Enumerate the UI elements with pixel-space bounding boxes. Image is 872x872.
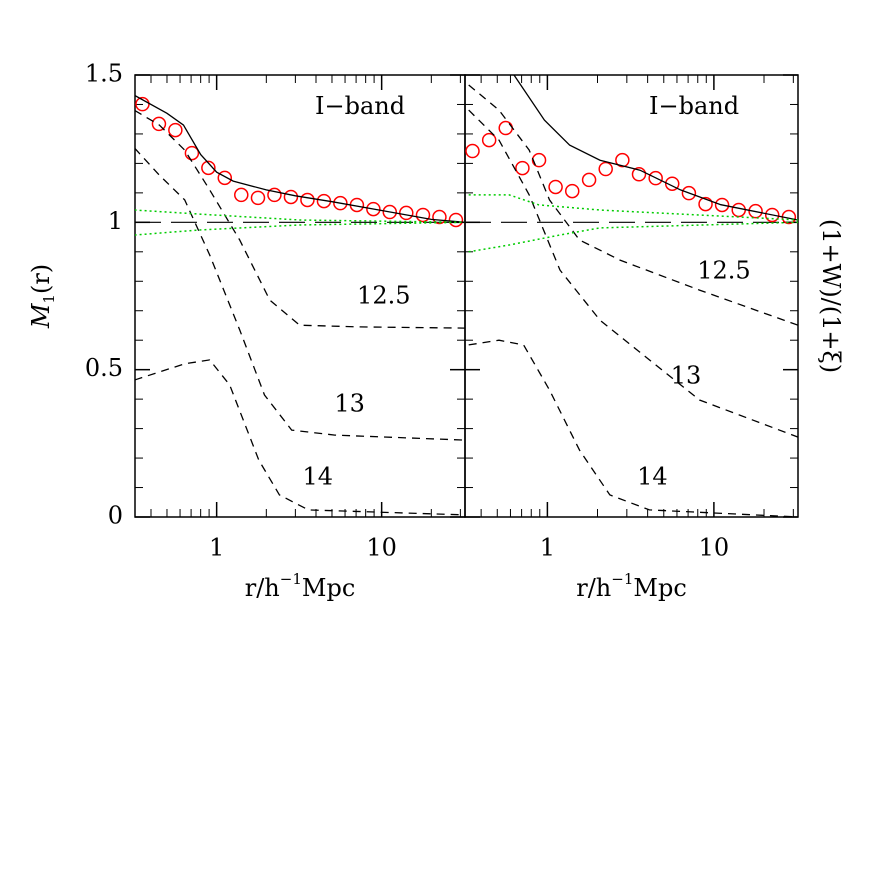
y-tick-label: 1 (108, 207, 123, 235)
x-axis-label-part: −1 (611, 570, 633, 588)
data-point (648, 170, 663, 186)
x-tick-label: 10 (699, 534, 730, 562)
data-point (168, 122, 183, 138)
x-tick-label: 10 (366, 534, 397, 562)
data-point (465, 143, 480, 159)
data-point (250, 190, 266, 206)
x-axis-label-part: −1 (280, 570, 302, 588)
y-axis-label-part: (1+W)/(1+ξ) (818, 219, 846, 373)
y-tick-label: 1.5 (85, 60, 123, 88)
x-axis-label-part: r/h (576, 574, 611, 602)
x-tick-label: 1 (540, 534, 555, 562)
data-point (283, 189, 299, 205)
data-point (184, 145, 200, 161)
dashed-line (468, 339, 798, 517)
x-axis-label: r/h−1Mpc (576, 570, 687, 602)
x-tick-label: 1 (209, 534, 224, 562)
y-axis-label-part: (r) (27, 264, 55, 294)
data-point (748, 203, 763, 219)
frame (134, 74, 466, 518)
frame (464, 74, 799, 518)
data-point (399, 205, 414, 221)
annotation: 13 (334, 390, 365, 418)
data-point (581, 172, 597, 188)
dashed-line (135, 147, 465, 441)
y-tick-label: 0.5 (85, 354, 123, 382)
data-point (498, 120, 513, 136)
dotted-line (468, 194, 798, 221)
solid-line (135, 95, 465, 223)
y-axis-label: M1(r) (27, 264, 59, 329)
annotation: 14 (302, 463, 333, 491)
annotation: 13 (671, 362, 702, 390)
data-point (300, 192, 315, 208)
data-point (664, 176, 680, 191)
dashed-line (468, 84, 798, 326)
data-point (615, 152, 630, 168)
data-point (135, 96, 150, 112)
x-axis-label-part: r/h (245, 574, 280, 602)
data-point (631, 167, 647, 182)
dashed-line (468, 109, 798, 438)
y-axis-label: (1+W)/(1+ξ) (818, 219, 846, 373)
data-point (531, 152, 547, 168)
data-point (432, 209, 447, 225)
y-axis-label-part: 1 (40, 294, 58, 304)
data-point (366, 201, 381, 217)
data-point (217, 170, 233, 186)
data-point (201, 160, 216, 176)
data-point (448, 212, 464, 228)
data-point (698, 196, 713, 212)
x-axis-label: r/h−1Mpc (245, 570, 356, 602)
data-point (714, 197, 730, 213)
dotted-line (135, 221, 465, 236)
dotted-line (135, 209, 465, 224)
annotation: I−band (649, 92, 739, 120)
data-point (267, 187, 282, 203)
x-axis-label-part: Mpc (302, 574, 355, 602)
data-point (481, 132, 497, 148)
data-point (382, 204, 398, 220)
data-point (515, 160, 530, 176)
y-tick-label: 0 (108, 502, 123, 530)
data-point (548, 179, 563, 195)
data-point (415, 207, 431, 223)
y-axis-label-part: M (27, 302, 55, 329)
annotation: 14 (637, 463, 668, 491)
annotation: I−band (315, 92, 405, 120)
dashed-line (135, 109, 465, 329)
dotted-line (468, 221, 798, 253)
data-point (681, 185, 697, 201)
data-point (151, 116, 167, 132)
solid-line (513, 75, 798, 221)
annotation: 12.5 (697, 257, 750, 285)
data-point (731, 202, 746, 218)
dashed-line (135, 359, 465, 516)
annotation: 12.5 (357, 281, 410, 309)
data-point (598, 161, 613, 177)
data-point (764, 207, 780, 223)
x-axis-label-part: Mpc (633, 574, 686, 602)
data-point (234, 187, 249, 203)
data-point (333, 195, 348, 211)
data-point (564, 183, 580, 199)
